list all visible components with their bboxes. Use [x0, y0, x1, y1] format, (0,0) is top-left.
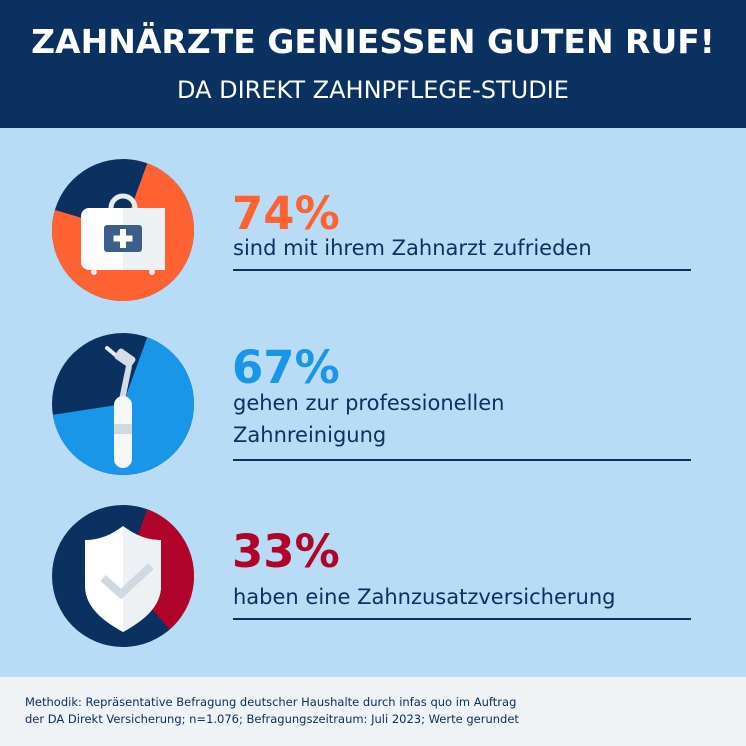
stat-value: 67% [232, 341, 340, 394]
divider [233, 269, 691, 271]
footer-line: der DA Direkt Versicherung; n=1.076; Bef… [25, 712, 519, 726]
page-title: ZAHNÄRZTE GENIESSEN GUTEN RUF! [31, 22, 715, 61]
shield-check-icon [85, 526, 161, 632]
divider [233, 618, 691, 620]
stat-description: sind mit ihrem Zahnarzt zufrieden [233, 236, 592, 260]
stat-value: 74% [232, 187, 340, 240]
stat-description-line: gehen zur professionellen [233, 391, 505, 415]
methodology-footer: Methodik: Repräsentative Befragung deuts… [0, 677, 746, 746]
divider [233, 459, 691, 461]
footer-line: Methodik: Repräsentative Befragung deuts… [25, 695, 517, 709]
stat-value: 33% [232, 525, 340, 578]
first-aid-kit-icon [81, 193, 165, 275]
pie-chart-satisfied [52, 159, 194, 301]
page-subtitle: DA DIREKT ZAHNPFLEGE-STUDIE [177, 76, 569, 104]
stat-description-line: Zahnreinigung [233, 423, 387, 447]
pie-chart-insurance [52, 505, 194, 647]
pie-chart-cleaning [52, 333, 194, 475]
stat-description: haben eine Zahnzusatzversicherung [233, 585, 616, 609]
dental-drill-icon [105, 346, 136, 468]
header-banner: ZAHNÄRZTE GENIESSEN GUTEN RUF! DA DIREKT… [0, 0, 746, 128]
